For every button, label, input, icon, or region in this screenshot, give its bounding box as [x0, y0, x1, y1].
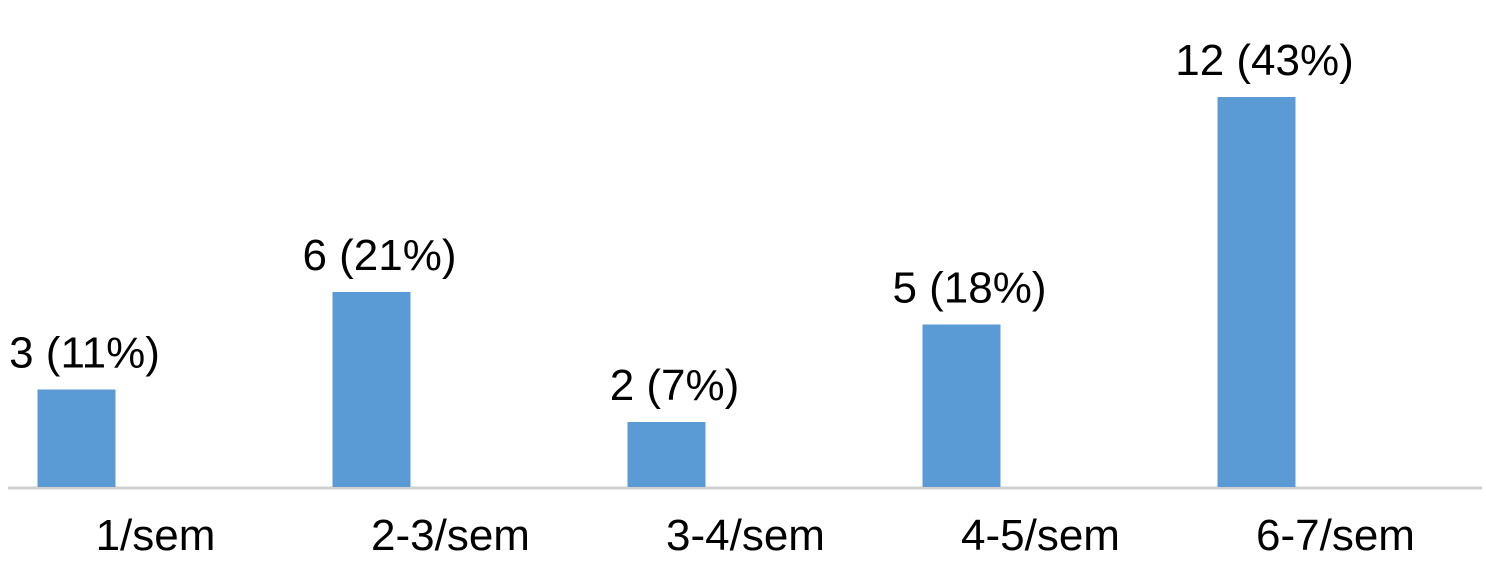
x-tick-label: 3-4/sem	[666, 511, 825, 560]
value-label: 12 (43%)	[1175, 36, 1354, 85]
bar	[1217, 97, 1296, 487]
value-label: 2 (7%)	[610, 361, 740, 410]
bar	[627, 422, 706, 487]
x-tick-label: 1/sem	[96, 511, 216, 560]
bar	[922, 324, 1001, 487]
x-tick-label: 2-3/sem	[371, 511, 530, 560]
value-label: 6 (21%)	[302, 231, 456, 280]
bar	[37, 389, 116, 487]
value-label: 5 (18%)	[892, 264, 1046, 313]
x-tick-label: 4-5/sem	[961, 511, 1120, 560]
bar	[332, 292, 411, 487]
x-tick-label: 6-7/sem	[1256, 511, 1415, 560]
value-label: 3 (11%)	[9, 329, 160, 378]
